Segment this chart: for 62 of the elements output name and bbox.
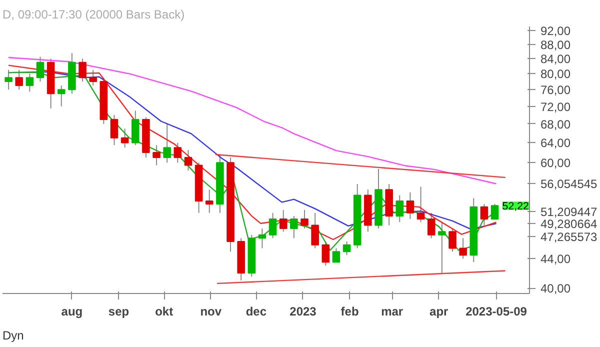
candlestick [490, 203, 499, 220]
y-tick-label: 88,00 [540, 38, 571, 52]
y-tick-label: 68,00 [540, 117, 571, 132]
candlestick [4, 69, 12, 90]
x-tick-label: feb [340, 304, 359, 318]
candlestick [300, 209, 308, 229]
candlestick [332, 248, 340, 263]
candlestick [268, 212, 277, 239]
x-tick-label: sep [108, 304, 130, 318]
candlestick [480, 203, 488, 226]
candlestick [205, 189, 214, 214]
y-tick-label: 60,00 [540, 156, 571, 170]
candlestick [342, 240, 351, 256]
candlestick [322, 240, 330, 266]
candlestick [15, 69, 24, 90]
candlestick [406, 192, 414, 220]
candlestick [290, 215, 298, 239]
candlestick [459, 238, 467, 260]
x-tick-label: mar [381, 304, 404, 318]
candlestick [89, 69, 97, 86]
y-tick-label: 47,265573 [540, 230, 598, 244]
candlestick [110, 114, 118, 146]
x-tick-label: okt [155, 304, 174, 318]
candlestick [152, 144, 160, 166]
candlestick [448, 228, 456, 252]
candlestick [120, 128, 129, 148]
y-tick-label: 72,00 [540, 100, 571, 114]
chart-title: D, 09:00-17:30 (20000 Bars Back) [2, 8, 185, 22]
candlestick [174, 142, 182, 164]
x-tick-label: 2023 [290, 304, 317, 318]
y-tick-label: 51,209447 [540, 205, 598, 220]
y-tick-label: 92,00 [540, 24, 571, 38]
y-tick-label: 56,054545 [540, 177, 598, 192]
candlestick [184, 150, 192, 171]
text: Dyn [2, 328, 24, 342]
y-tick-label: 44,00 [540, 252, 571, 266]
y-tick-label: 40,00 [540, 282, 571, 296]
candlestick [131, 110, 140, 146]
candlestick [311, 212, 319, 249]
x-tick-label: dec [246, 304, 267, 318]
line-series [8, 56, 497, 184]
y-tick-label: 64,00 [540, 136, 571, 150]
candlestick [258, 228, 266, 249]
candlestick [416, 186, 425, 223]
annotation: 52,22 [502, 200, 530, 213]
y-tick-label: 76,00 [540, 83, 571, 98]
y-tick-label: 80,00 [540, 67, 571, 82]
candlestick [36, 56, 44, 82]
candlestick [396, 194, 404, 223]
candlestick [26, 73, 34, 92]
x-tick-label: apr [430, 304, 449, 318]
candlestick [438, 222, 446, 274]
candlestick [163, 123, 171, 164]
candlestick [57, 85, 66, 107]
x-tick-label: nov [200, 304, 222, 318]
candlestick [427, 212, 436, 239]
candlestick [78, 58, 86, 82]
x-tick-label: aug [61, 304, 83, 318]
candlestick [279, 209, 288, 232]
y-tick-label: 84,00 [540, 52, 571, 66]
x-tick-label: 2023-05-09 [466, 304, 528, 318]
y-tick-label: 49,280664 [540, 217, 598, 232]
